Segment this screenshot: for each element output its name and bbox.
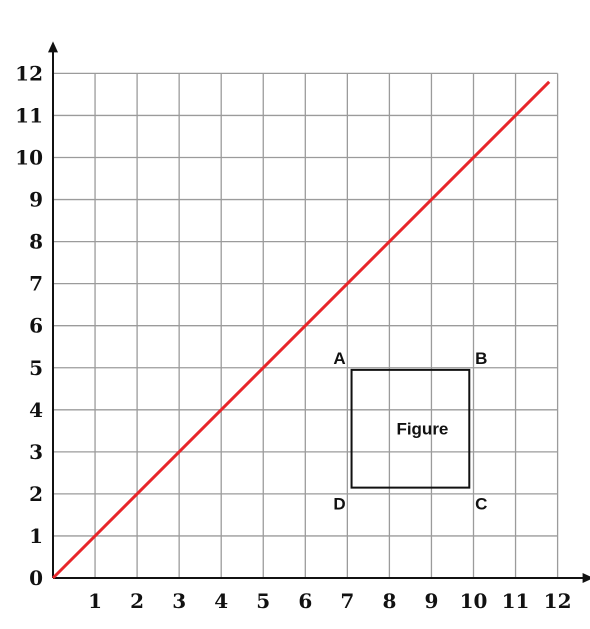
y-tick-label: 7 — [29, 272, 43, 296]
y-tick-label: 2 — [29, 482, 43, 506]
y-tick-label: 3 — [29, 440, 43, 464]
axes — [48, 41, 590, 583]
x-tick-label: 11 — [502, 589, 530, 613]
figure-label: Figure — [396, 420, 448, 439]
x-tick-label: 4 — [214, 589, 228, 613]
x-tick-label: 2 — [130, 589, 144, 613]
origin-label: 0 — [29, 566, 43, 590]
series-line — [51, 80, 551, 580]
series-layer — [51, 80, 551, 580]
x-tick-labels: 1 2 3 4 5 6 7 8 9 10 11 12 — [88, 589, 571, 613]
x-tick-label: 9 — [424, 589, 438, 613]
x-tick-label: 12 — [544, 589, 572, 613]
vertex-label-d: D — [333, 495, 345, 514]
y-tick-label: 6 — [29, 314, 43, 338]
y-tick-label: 4 — [29, 398, 43, 422]
y-tick-label: 9 — [29, 188, 43, 212]
x-tick-label: 7 — [340, 589, 354, 613]
y-axis-arrow — [48, 41, 58, 53]
figure-outline — [350, 368, 471, 489]
figure-square: A B C D Figure — [333, 349, 487, 514]
x-tick-label: 3 — [172, 589, 186, 613]
x-tick-label: 6 — [298, 589, 312, 613]
y-tick-label: 1 — [29, 524, 43, 548]
vertex-label-c: C — [475, 495, 487, 514]
y-tick-label: 11 — [15, 103, 43, 127]
x-tick-label: 10 — [460, 589, 488, 613]
vertex-label-a: A — [333, 349, 345, 368]
x-axis-arrow — [582, 573, 590, 583]
y-tick-label: 12 — [15, 61, 43, 85]
x-tick-label: 8 — [382, 589, 396, 613]
x-tick-label: 1 — [88, 589, 102, 613]
y-tick-label: 10 — [15, 146, 43, 170]
vertex-label-b: B — [475, 349, 487, 368]
x-tick-label: 5 — [256, 589, 270, 613]
y-tick-label: 8 — [29, 230, 43, 254]
y-tick-label: 5 — [29, 356, 43, 380]
